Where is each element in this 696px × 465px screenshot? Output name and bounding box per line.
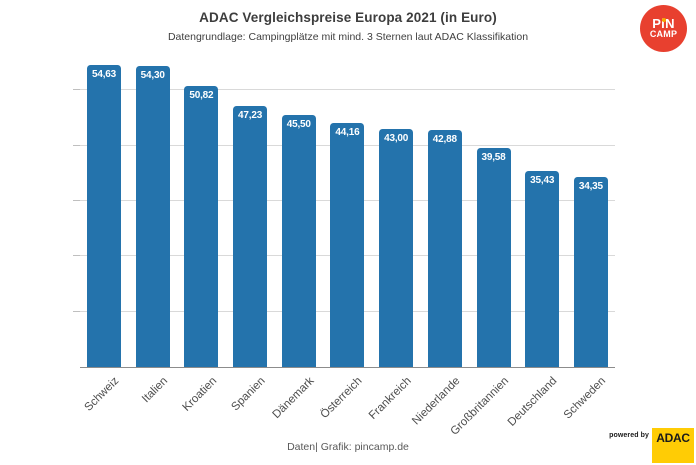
bar-schweden: 34,35 xyxy=(573,176,608,367)
bar-slot-österreich: 44,16 Österreich xyxy=(319,57,365,421)
pincamp-logo: PiN CAMP xyxy=(640,5,687,52)
x-axis-label-italien: Italien xyxy=(139,375,171,406)
bar-schweiz: 54,63 xyxy=(87,64,121,367)
bar-slot-frankreich: 43,00 Frankreich xyxy=(367,57,414,422)
bar-dänemark: 45,50 xyxy=(281,115,316,367)
bar-value-label: 44,16 xyxy=(335,126,360,138)
bar-italien: 54,30 xyxy=(135,66,170,367)
bar-slot-schweden: 34,35 Schweden xyxy=(562,57,608,421)
bar-frankreich: 43,00 xyxy=(379,128,414,367)
bar-slot-großbritannien: 39,58 Großbritannien xyxy=(448,57,511,438)
bar-value-label: 47,23 xyxy=(238,109,263,121)
bar-großbritannien: 39,58 xyxy=(476,147,511,367)
bar-value-label: 39,58 xyxy=(481,151,506,163)
bar-kroatien: 50,82 xyxy=(184,85,219,367)
y-axis-tick-30 xyxy=(73,199,80,201)
x-axis-label-kroatien: Kroatien xyxy=(180,375,219,414)
bar-slot-deutschland: 35,43 Deutschland xyxy=(506,57,560,429)
bar-value-label: 54,63 xyxy=(91,68,117,80)
bar-value-label: 50,82 xyxy=(189,89,214,101)
footer-credit: Daten| Grafik: pincamp.de xyxy=(287,441,409,453)
y-axis-tick-40 xyxy=(73,144,80,146)
y-axis-tick-50 xyxy=(73,89,80,91)
bar-value-label: 45,50 xyxy=(286,119,311,131)
adac-logo: powered by ADAC xyxy=(609,428,694,463)
x-axis-label-spanien: Spanien xyxy=(229,375,268,414)
bar-slot-spanien: 47,23 Spanien xyxy=(229,57,268,413)
adac-logo-box: ADAC xyxy=(652,428,694,463)
plot-area: 54,63 Schweiz 54,30 Italien 50,82 Kroatien 47,… xyxy=(73,57,615,438)
bar-value-label: 54,30 xyxy=(140,70,165,82)
bar-value-label: 43,00 xyxy=(384,132,409,144)
chart-title: ADAC Vergleichspreise Europa 2021 (in Eu… xyxy=(199,10,497,25)
bar-spanien: 47,23 xyxy=(233,105,268,367)
bar-value-label: 42,88 xyxy=(432,133,457,145)
y-axis-tick-20 xyxy=(73,255,80,257)
x-axis-label-dänemark: Dänemark xyxy=(270,375,317,422)
bar-slot-schweiz: 54,63 Schweiz xyxy=(83,57,121,414)
bar-value-label: 35,43 xyxy=(530,174,555,186)
adac-logo-text: ADAC xyxy=(656,431,690,445)
bar-slot-niederlande: 42,88 Niederlande xyxy=(410,57,462,427)
pincamp-logo-text-line1: PiN xyxy=(652,16,675,31)
bar-slot-italien: 54,30 Italien xyxy=(135,57,170,405)
x-axis-label-österreich: Österreich xyxy=(318,375,365,421)
bar-slot-dänemark: 45,50 Dänemark xyxy=(270,57,316,421)
powered-by-label: powered by xyxy=(609,432,649,439)
bar-niederlande: 42,88 xyxy=(427,129,462,367)
bar-slot-kroatien: 50,82 Kroatien xyxy=(180,57,219,414)
y-axis-tick-10 xyxy=(73,310,80,312)
pincamp-i-dot-icon xyxy=(661,17,667,22)
x-axis-label-niederlande: Niederlande xyxy=(409,375,463,428)
chart-subtitle: Datengrundlage: Campingplätze mit mind. … xyxy=(167,31,529,43)
bar-österreich: 44,16 xyxy=(330,122,365,367)
x-axis-label-deutschland: Deutschland xyxy=(505,375,560,429)
bar-deutschland: 35,43 xyxy=(525,170,560,367)
bar-value-label: 34,35 xyxy=(578,180,603,192)
x-axis-label-schweiz: Schweiz xyxy=(82,375,122,414)
x-axis-label-schweden: Schweden xyxy=(561,375,609,422)
x-axis-label-frankreich: Frankreich xyxy=(366,375,414,422)
gridline-50 xyxy=(80,89,615,91)
pincamp-logo-text-line2: CAMP xyxy=(649,29,678,39)
